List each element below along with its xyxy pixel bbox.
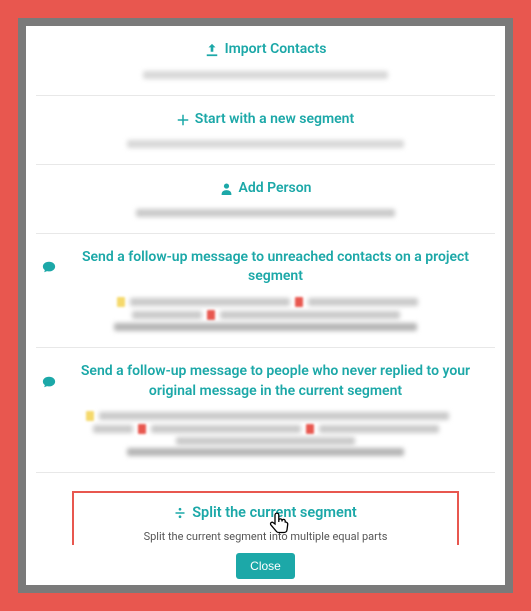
close-button[interactable]: Close [236,553,295,579]
option-new-segment[interactable]: Start with a new segment [36,96,495,165]
option-description: Split the current segment into multiple … [78,530,453,543]
blurred-description [42,140,489,148]
blurred-description [42,297,489,331]
blurred-description [42,411,489,456]
comment-icon [42,260,56,274]
modal-footer: Close [26,545,505,585]
person-icon [220,182,233,195]
blurred-description [42,209,489,217]
option-label: Import Contacts [225,40,327,60]
divide-icon [174,507,186,519]
blurred-description [42,71,489,79]
option-title: Send a follow-up message to people who n… [42,362,489,401]
option-split-segment[interactable]: Split the current segment Split the curr… [72,491,459,545]
option-label: Split the current segment [192,503,357,523]
modal-backdrop: Import Contacts Start with a new segment [18,18,513,593]
option-title: Send a follow-up message to unreached co… [42,248,489,287]
plus-icon [177,114,189,126]
option-label: Add Person [239,179,312,199]
option-label: Send a follow-up message to unreached co… [62,248,489,287]
comment-icon [42,375,56,389]
option-followup-noreply[interactable]: Send a follow-up message to people who n… [36,348,495,473]
option-label: Start with a new segment [195,110,354,130]
modal-dialog: Import Contacts Start with a new segment [26,26,505,585]
option-title: Add Person [220,179,312,199]
option-import-contacts[interactable]: Import Contacts [36,26,495,96]
option-label: Send a follow-up message to people who n… [62,362,489,401]
option-title: Split the current segment [174,503,357,523]
upload-icon [205,43,219,57]
option-add-person[interactable]: Add Person [36,165,495,234]
option-title: Start with a new segment [177,110,354,130]
option-title: Import Contacts [205,40,327,60]
option-split-segment-wrapper: Split the current segment Split the curr… [36,473,495,545]
option-followup-unreached[interactable]: Send a follow-up message to unreached co… [36,234,495,348]
modal-body: Import Contacts Start with a new segment [26,26,505,545]
